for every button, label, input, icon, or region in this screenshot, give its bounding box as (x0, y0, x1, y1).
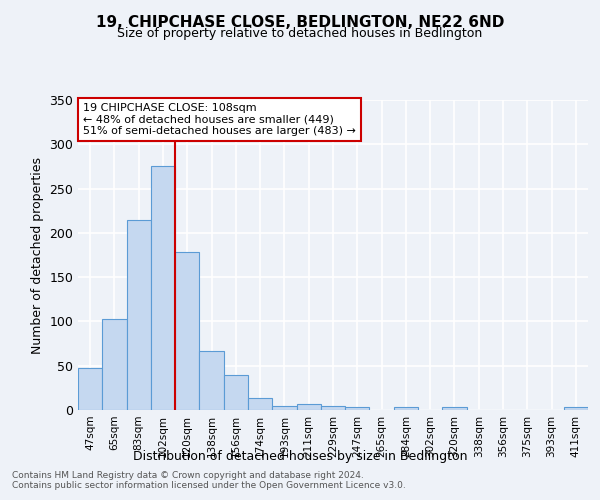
Text: 19 CHIPCHASE CLOSE: 108sqm
← 48% of detached houses are smaller (449)
51% of sem: 19 CHIPCHASE CLOSE: 108sqm ← 48% of deta… (83, 103, 356, 136)
Bar (442, 408, 467, 410)
Bar (296, 404, 321, 410)
Text: Contains HM Land Registry data © Crown copyright and database right 2024.: Contains HM Land Registry data © Crown c… (12, 471, 364, 480)
Text: Size of property relative to detached houses in Bedlington: Size of property relative to detached ho… (118, 28, 482, 40)
Text: Distribution of detached houses by size in Bedlington: Distribution of detached houses by size … (133, 450, 467, 463)
Bar (321, 406, 345, 410)
Text: Contains public sector information licensed under the Open Government Licence v3: Contains public sector information licen… (12, 481, 406, 490)
Y-axis label: Number of detached properties: Number of detached properties (31, 156, 44, 354)
Bar (394, 408, 418, 410)
Bar (175, 252, 199, 410)
Bar (102, 319, 127, 410)
Bar (345, 408, 370, 410)
Bar (564, 408, 588, 410)
Bar (224, 376, 248, 410)
Bar (248, 398, 272, 410)
Text: 19, CHIPCHASE CLOSE, BEDLINGTON, NE22 6ND: 19, CHIPCHASE CLOSE, BEDLINGTON, NE22 6N… (96, 15, 504, 30)
Bar (127, 220, 151, 410)
Bar (272, 406, 296, 410)
Bar (199, 350, 224, 410)
Bar (78, 368, 102, 410)
Bar (151, 166, 175, 410)
